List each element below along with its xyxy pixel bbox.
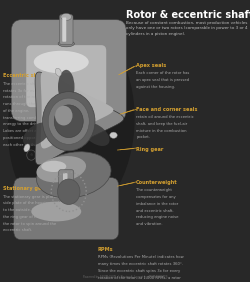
Text: many times the eccentric shaft rotates 360°.: many times the eccentric shaft rotates 3…	[98, 262, 182, 266]
Text: eccentric shaft.: eccentric shaft.	[3, 228, 32, 232]
Circle shape	[58, 179, 80, 204]
Text: Lobes are offset and: Lobes are offset and	[3, 129, 42, 133]
Ellipse shape	[55, 68, 61, 76]
Text: retain oil around the eccentric: retain oil around the eccentric	[136, 115, 194, 119]
Circle shape	[55, 106, 72, 125]
Ellipse shape	[36, 156, 86, 182]
Text: to the outside. The rotor meshes with: to the outside. The rotor meshes with	[3, 208, 75, 212]
Text: positioned opposite: positioned opposite	[3, 136, 40, 140]
Text: energy to the drive shaft.: energy to the drive shaft.	[3, 122, 51, 126]
Text: rotation of the rotor, at 1,000 RPMs, a rotor: rotation of the rotor, at 1,000 RPMs, a …	[98, 276, 180, 279]
Ellipse shape	[41, 161, 66, 172]
Text: an apex seal that is pressed: an apex seal that is pressed	[136, 78, 190, 82]
Ellipse shape	[58, 41, 74, 47]
Text: The counterweight: The counterweight	[136, 188, 172, 192]
Text: RPMs: RPMs	[98, 247, 113, 252]
Circle shape	[42, 92, 95, 151]
Ellipse shape	[24, 144, 30, 152]
Text: Counterweight: Counterweight	[136, 180, 178, 186]
Ellipse shape	[110, 132, 117, 138]
Text: The eccentric shaft: The eccentric shaft	[3, 82, 39, 86]
Circle shape	[54, 105, 83, 138]
Ellipse shape	[61, 13, 72, 20]
Text: and vibration.: and vibration.	[136, 222, 163, 226]
Text: rotation of the rotor, and: rotation of the rotor, and	[3, 95, 50, 99]
Circle shape	[48, 98, 89, 144]
Ellipse shape	[8, 26, 134, 222]
Text: The stationary gear is placed in the: The stationary gear is placed in the	[3, 195, 71, 199]
FancyBboxPatch shape	[63, 173, 68, 194]
Ellipse shape	[23, 122, 50, 146]
FancyBboxPatch shape	[60, 15, 73, 45]
Text: side plate of the housing and bolted: side plate of the housing and bolted	[3, 201, 72, 205]
Text: against the housing.: against the housing.	[136, 85, 175, 89]
Text: Stationary gear: Stationary gear	[3, 186, 47, 191]
Ellipse shape	[82, 122, 110, 146]
Text: the ring gear of the rotor and forces: the ring gear of the rotor and forces	[3, 215, 72, 219]
Text: runs through the center: runs through the center	[3, 102, 48, 106]
Text: transferring combustion: transferring combustion	[3, 116, 49, 120]
Text: Face and corner seals: Face and corner seals	[136, 107, 198, 112]
Text: Powered by SOUTH SUN  |  Design & Layout by ANIMAGRAFFS: Powered by SOUTH SUN | Design & Layout b…	[83, 275, 167, 279]
Ellipse shape	[36, 152, 111, 198]
Text: Since the eccentric shaft spins 3x for every: Since the eccentric shaft spins 3x for e…	[98, 269, 180, 273]
Text: imbalance in the rotor: imbalance in the rotor	[136, 202, 178, 206]
Ellipse shape	[31, 202, 81, 221]
FancyBboxPatch shape	[62, 17, 66, 42]
Text: Apex seals: Apex seals	[136, 63, 166, 69]
FancyBboxPatch shape	[59, 170, 74, 197]
Text: Ring gear: Ring gear	[136, 147, 164, 152]
Text: the rotor to spin around the: the rotor to spin around the	[3, 222, 56, 226]
FancyBboxPatch shape	[26, 45, 106, 107]
FancyBboxPatch shape	[14, 178, 119, 240]
Text: and eccentric shaft,: and eccentric shaft,	[136, 209, 174, 213]
Text: Eccentric shaft: Eccentric shaft	[3, 73, 45, 78]
Text: compensates for any: compensates for any	[136, 195, 176, 199]
Ellipse shape	[58, 70, 74, 104]
Ellipse shape	[60, 192, 72, 197]
Polygon shape	[35, 72, 124, 165]
Text: ©: ©	[30, 153, 33, 157]
Text: Because of constant combustion, most production vehicles
only have one or two ro: Because of constant combustion, most pro…	[126, 21, 248, 36]
Text: each other on the shaft.: each other on the shaft.	[3, 143, 48, 147]
Text: of the engine,: of the engine,	[3, 109, 30, 113]
Text: RPMs (Revolutions Per Minute) indicates how: RPMs (Revolutions Per Minute) indicates …	[98, 255, 183, 259]
Text: reducing engine noise: reducing engine noise	[136, 215, 178, 219]
Text: shaft, and keep the fuel-air: shaft, and keep the fuel-air	[136, 122, 188, 126]
Polygon shape	[41, 71, 114, 149]
Ellipse shape	[34, 51, 89, 73]
Text: pocket.: pocket.	[136, 135, 150, 139]
Text: mixture in the combustion: mixture in the combustion	[136, 129, 187, 133]
Text: Rotor & eccentric shaft: Rotor & eccentric shaft	[126, 10, 250, 20]
Text: rotates 3x for every: rotates 3x for every	[3, 89, 40, 92]
Text: Each corner of the rotor has: Each corner of the rotor has	[136, 71, 190, 75]
FancyBboxPatch shape	[11, 20, 126, 121]
